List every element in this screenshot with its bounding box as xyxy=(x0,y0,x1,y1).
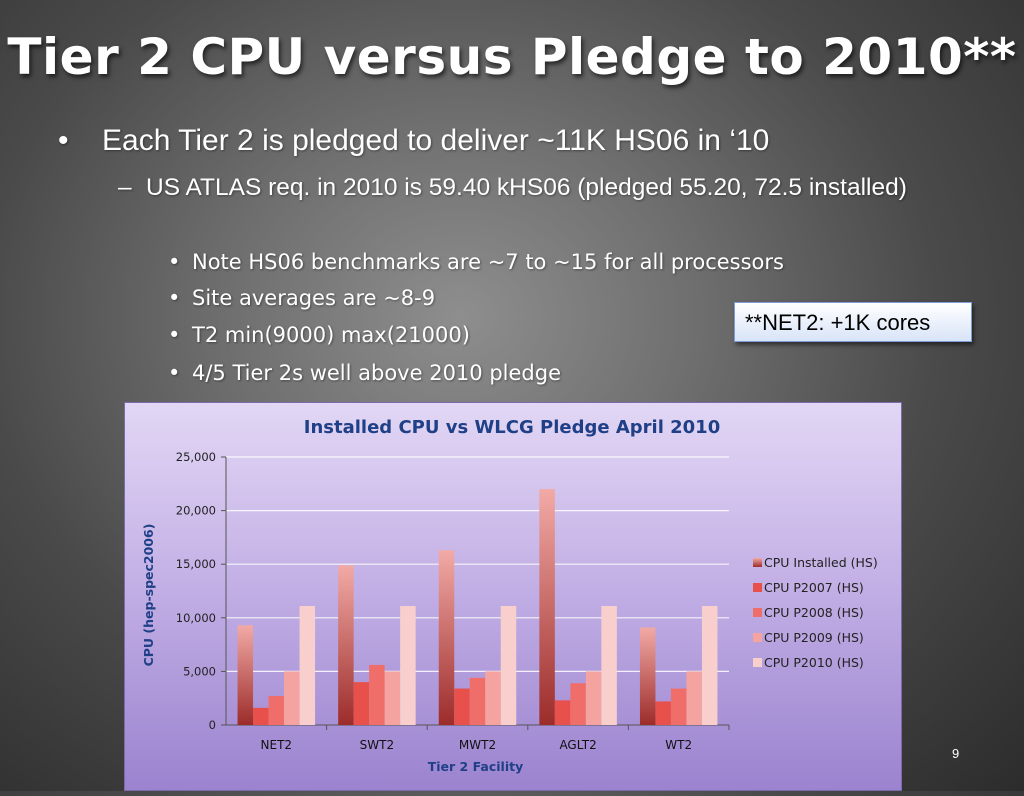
bullet-text: Note HS06 benchmarks are ~7 to ~15 for a… xyxy=(192,250,784,274)
x-tick-label: WT2 xyxy=(665,738,692,752)
legend-label-1: CPU P2007 (HS) xyxy=(764,580,864,595)
bar-SWT2-4 xyxy=(400,606,416,725)
legend-label-2: CPU P2008 (HS) xyxy=(764,605,864,620)
bar-AGLT2-2 xyxy=(570,683,586,725)
y-tick-label: 20,000 xyxy=(176,504,216,518)
bullet-mark: • xyxy=(168,361,181,385)
bullet-level2: – US ATLAS req. in 2010 is 59.40 kHS06 (… xyxy=(118,172,968,203)
bar-SWT2-2 xyxy=(369,664,385,725)
bullet-text: Site averages are ~8-9 xyxy=(192,286,436,310)
legend-swatch-1 xyxy=(753,583,762,592)
x-tick-label: MWT2 xyxy=(459,738,496,752)
bar-WT2-0 xyxy=(639,627,656,725)
legend-label-3: CPU P2009 (HS) xyxy=(764,630,864,645)
legend-label-0: CPU Installed (HS) xyxy=(764,555,878,570)
bullet-level3: • Note HS06 benchmarks are ~7 to ~15 for … xyxy=(168,250,784,274)
bullet-level3: • Site averages are ~8-9 xyxy=(168,286,435,310)
bar-MWT2-4 xyxy=(500,606,517,725)
bullet-text: 4/5 Tier 2s well above 2010 pledge xyxy=(192,361,561,385)
y-tick-label: 25,000 xyxy=(176,450,216,464)
bullet-text: US ATLAS req. in 2010 is 59.40 kHS06 (pl… xyxy=(146,174,907,201)
legend-swatch-4 xyxy=(753,658,762,667)
bar-MWT2-2 xyxy=(469,677,486,725)
legend-swatch-3 xyxy=(753,633,762,642)
callout-box: **NET2: +1K cores xyxy=(734,302,972,342)
bar-MWT2-0 xyxy=(438,550,455,725)
bullet-mark: • xyxy=(168,286,181,310)
bar-AGLT2-0 xyxy=(539,489,555,725)
x-axis-label: Tier 2 Facility xyxy=(428,759,523,774)
bullet-mark: • xyxy=(58,124,69,157)
y-tick-label: 5,000 xyxy=(183,664,216,678)
bar-NET2-0 xyxy=(237,625,254,725)
bar-NET2-2 xyxy=(268,696,285,725)
y-tick-label: 10,000 xyxy=(176,611,216,625)
bar-NET2-1 xyxy=(253,707,269,725)
x-tick-label: NET2 xyxy=(261,738,293,752)
bar-MWT2-1 xyxy=(454,688,470,725)
page-number: 9 xyxy=(952,746,960,761)
bar-WT2-4 xyxy=(701,606,718,725)
bar-WT2-1 xyxy=(655,701,671,725)
bar-WT2-3 xyxy=(686,671,702,725)
bar-AGLT2-4 xyxy=(601,606,617,725)
chart-title: Installed CPU vs WLCG Pledge April 2010 xyxy=(304,417,720,438)
bullet-text: T2 min(9000) max(21000) xyxy=(192,323,470,347)
legend-label-4: CPU P2010 (HS) xyxy=(764,655,864,670)
bullet-level3: • T2 min(9000) max(21000) xyxy=(168,323,470,347)
bullet-mark: • xyxy=(168,323,181,347)
bullet-mark: • xyxy=(168,250,181,274)
chart-container: Installed CPU vs WLCG Pledge April 2010 0… xyxy=(124,402,902,791)
bar-chart: Installed CPU vs WLCG Pledge April 2010 0… xyxy=(141,417,878,774)
bar-AGLT2-1 xyxy=(554,700,571,725)
legend-swatch-0 xyxy=(753,558,762,567)
y-axis-label: CPU (hep-spec2006) xyxy=(141,524,156,667)
bar-SWT2-0 xyxy=(338,565,354,725)
bar-WT2-2 xyxy=(670,688,687,725)
bar-MWT2-3 xyxy=(485,671,501,725)
dash-mark: – xyxy=(118,174,132,201)
bullet-text: Each Tier 2 is pledged to deliver ~11K H… xyxy=(102,124,770,157)
bar-AGLT2-3 xyxy=(585,671,602,725)
slide-title: Tier 2 CPU versus Pledge to 2010** xyxy=(7,28,1017,86)
legend-swatch-2 xyxy=(753,608,762,617)
bar-SWT2-1 xyxy=(353,682,370,725)
x-tick-label: AGLT2 xyxy=(559,738,596,752)
x-tick-label: SWT2 xyxy=(360,738,394,752)
bullet-level3: • 4/5 Tier 2s well above 2010 pledge xyxy=(168,361,561,385)
bar-SWT2-3 xyxy=(384,671,401,725)
y-tick-label: 0 xyxy=(209,718,216,732)
bar-NET2-4 xyxy=(299,606,316,725)
bar-NET2-3 xyxy=(284,671,300,725)
y-tick-label: 15,000 xyxy=(176,557,216,571)
